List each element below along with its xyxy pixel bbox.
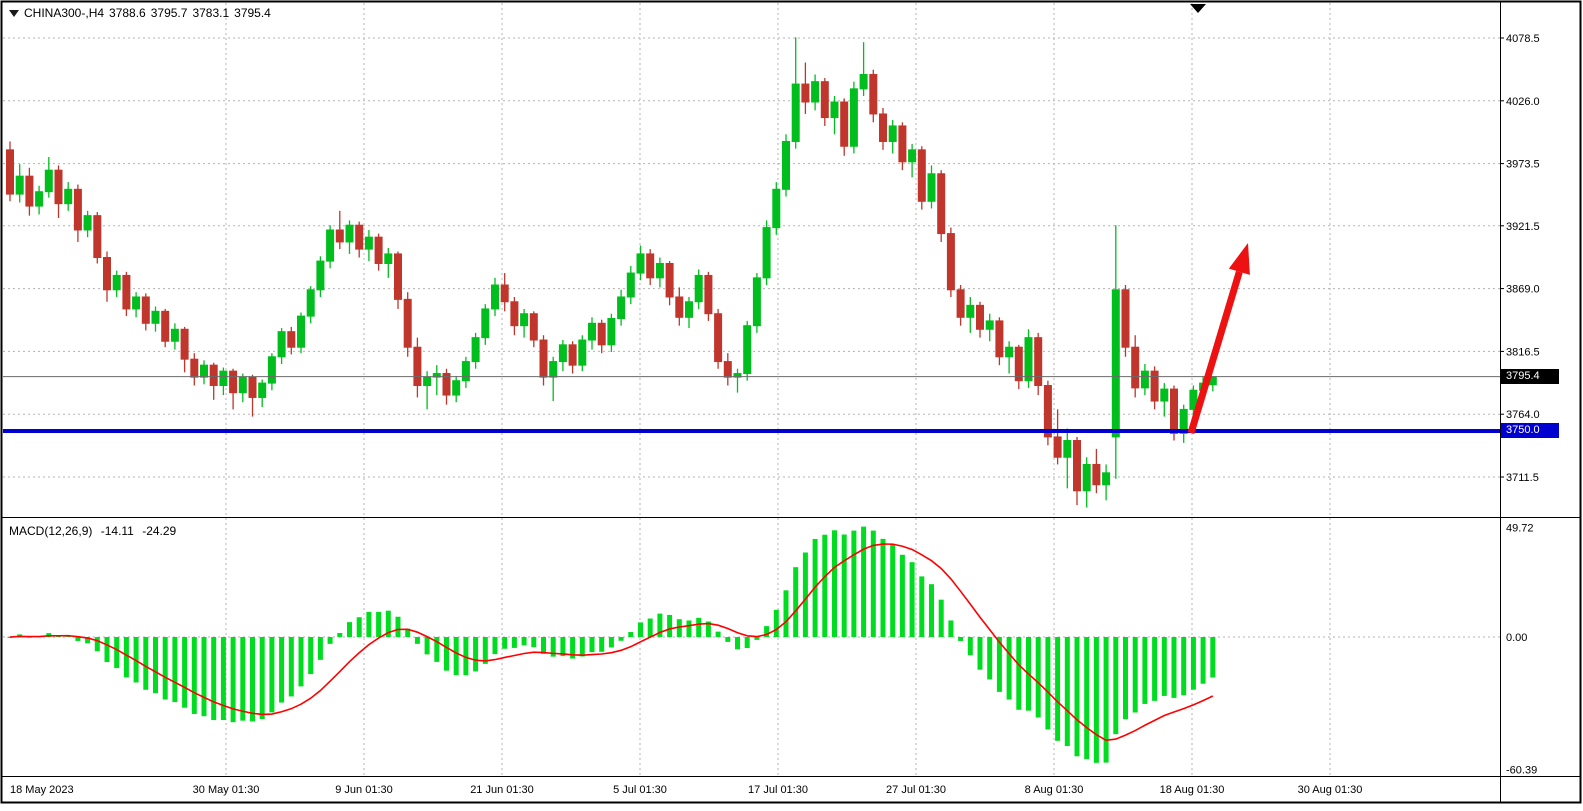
time-axis-label: 30 Aug 01:30 bbox=[1298, 784, 1363, 796]
price-axis-label: 3764.0 bbox=[1506, 409, 1540, 421]
price-axis-label: 4078.5 bbox=[1506, 33, 1540, 45]
price-axis-labels[interactable]: 4078.5 4026.0 3973.5 3921.5 3869.0 3816.5 3764… bbox=[1500, 33, 1540, 484]
price-gridlines bbox=[3, 37, 1500, 478]
time-axis-label: 8 Aug 01:30 bbox=[1025, 784, 1084, 796]
time-axis-label: 18 May 2023 bbox=[10, 784, 74, 796]
trend-arrow[interactable] bbox=[1187, 243, 1250, 435]
time-axis-label: 21 Jun 01:30 bbox=[470, 784, 534, 796]
ohlc-close: 3795.4 bbox=[234, 6, 271, 20]
price-axis-label: 3711.5 bbox=[1506, 472, 1539, 484]
price-axis-label: 3921.5 bbox=[1506, 221, 1540, 233]
macd-axis-labels[interactable]: 49.72 0.00 -60.39 bbox=[1506, 523, 1537, 777]
ohlc-open: 3788.6 bbox=[109, 6, 146, 20]
ohlc-low: 3783.1 bbox=[192, 6, 230, 20]
ohlc-high: 3795.7 bbox=[150, 6, 188, 20]
macd-name: MACD(12,26,9) bbox=[9, 524, 93, 538]
symbol-timeframe: CHINA300-,H4 bbox=[24, 6, 105, 20]
time-gridlines bbox=[225, 3, 1331, 776]
time-axis-label: 18 Aug 01:30 bbox=[1160, 784, 1225, 796]
price-axis-label: 4026.0 bbox=[1506, 96, 1540, 108]
time-axis-label: 5 Jul 01:30 bbox=[613, 784, 667, 796]
price-axis-label: 3816.5 bbox=[1506, 346, 1540, 358]
time-axis-labels[interactable]: 18 May 2023 30 May 01:30 9 Jun 01:30 21 Jun… bbox=[10, 784, 1362, 796]
chart-shift-marker[interactable] bbox=[1190, 4, 1206, 13]
price-axis-label: 3869.0 bbox=[1506, 284, 1540, 296]
macd-axis-label: -60.39 bbox=[1506, 765, 1537, 777]
macd-signal-value: -24.29 bbox=[142, 524, 177, 538]
macd-histogram bbox=[7, 526, 1216, 763]
candles-layer bbox=[6, 37, 1217, 508]
macd-signal-line bbox=[9, 543, 1214, 742]
symbol-marker-icon bbox=[9, 9, 19, 17]
support-line-price-tag: 3750.0 bbox=[1501, 422, 1559, 438]
macd-axis-label: 49.72 bbox=[1506, 523, 1534, 535]
time-axis-label: 9 Jun 01:30 bbox=[335, 784, 393, 796]
price-axis-label: 3973.5 bbox=[1506, 159, 1540, 171]
time-axis-label: 17 Jul 01:30 bbox=[748, 784, 808, 796]
time-axis-label: 30 May 01:30 bbox=[193, 784, 260, 796]
macd-main-value: -14.11 bbox=[100, 524, 134, 538]
current-price-tag: 3795.4 bbox=[1501, 368, 1559, 384]
macd-indicator-label: MACD(12,26,9) -14.11 -24.29 bbox=[9, 524, 176, 538]
ohlc-header: CHINA300-,H4 3788.6 3795.7 3783.1 3795.4 bbox=[9, 6, 271, 20]
macd-axis-label: 0.00 bbox=[1506, 632, 1527, 644]
time-axis-label: 27 Jul 01:30 bbox=[886, 784, 946, 796]
